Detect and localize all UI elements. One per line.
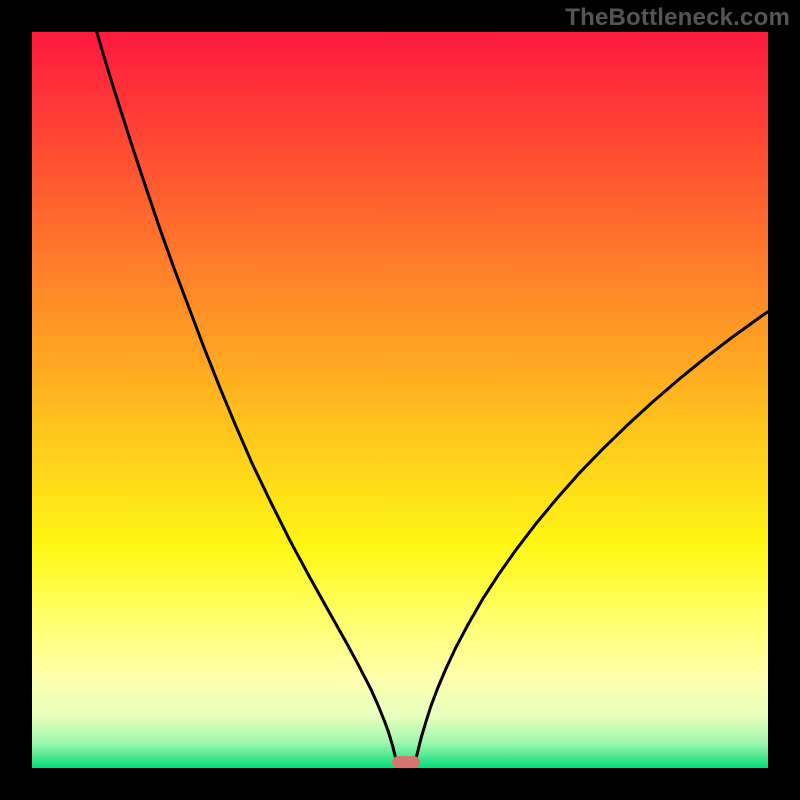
left-curve [97,32,396,758]
minimum-marker [392,756,420,768]
right-curve [416,312,768,758]
chart-container: TheBottleneck.com [0,0,800,800]
curve-layer [0,0,800,800]
